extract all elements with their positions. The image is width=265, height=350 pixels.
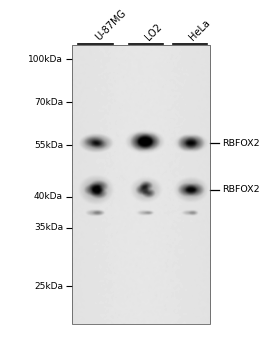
Text: 55kDa: 55kDa	[34, 141, 63, 150]
Text: U-87MG: U-87MG	[93, 8, 128, 43]
Text: 100kDa: 100kDa	[28, 55, 63, 64]
Text: 35kDa: 35kDa	[34, 223, 63, 232]
Bar	[72, 46, 210, 324]
Text: HeLa: HeLa	[188, 18, 213, 43]
Text: LO2: LO2	[144, 22, 164, 43]
Text: RBFOX2: RBFOX2	[222, 186, 259, 195]
Text: 25kDa: 25kDa	[34, 282, 63, 291]
Text: 40kDa: 40kDa	[34, 193, 63, 201]
Text: 70kDa: 70kDa	[34, 98, 63, 107]
Text: RBFOX2: RBFOX2	[222, 139, 259, 148]
